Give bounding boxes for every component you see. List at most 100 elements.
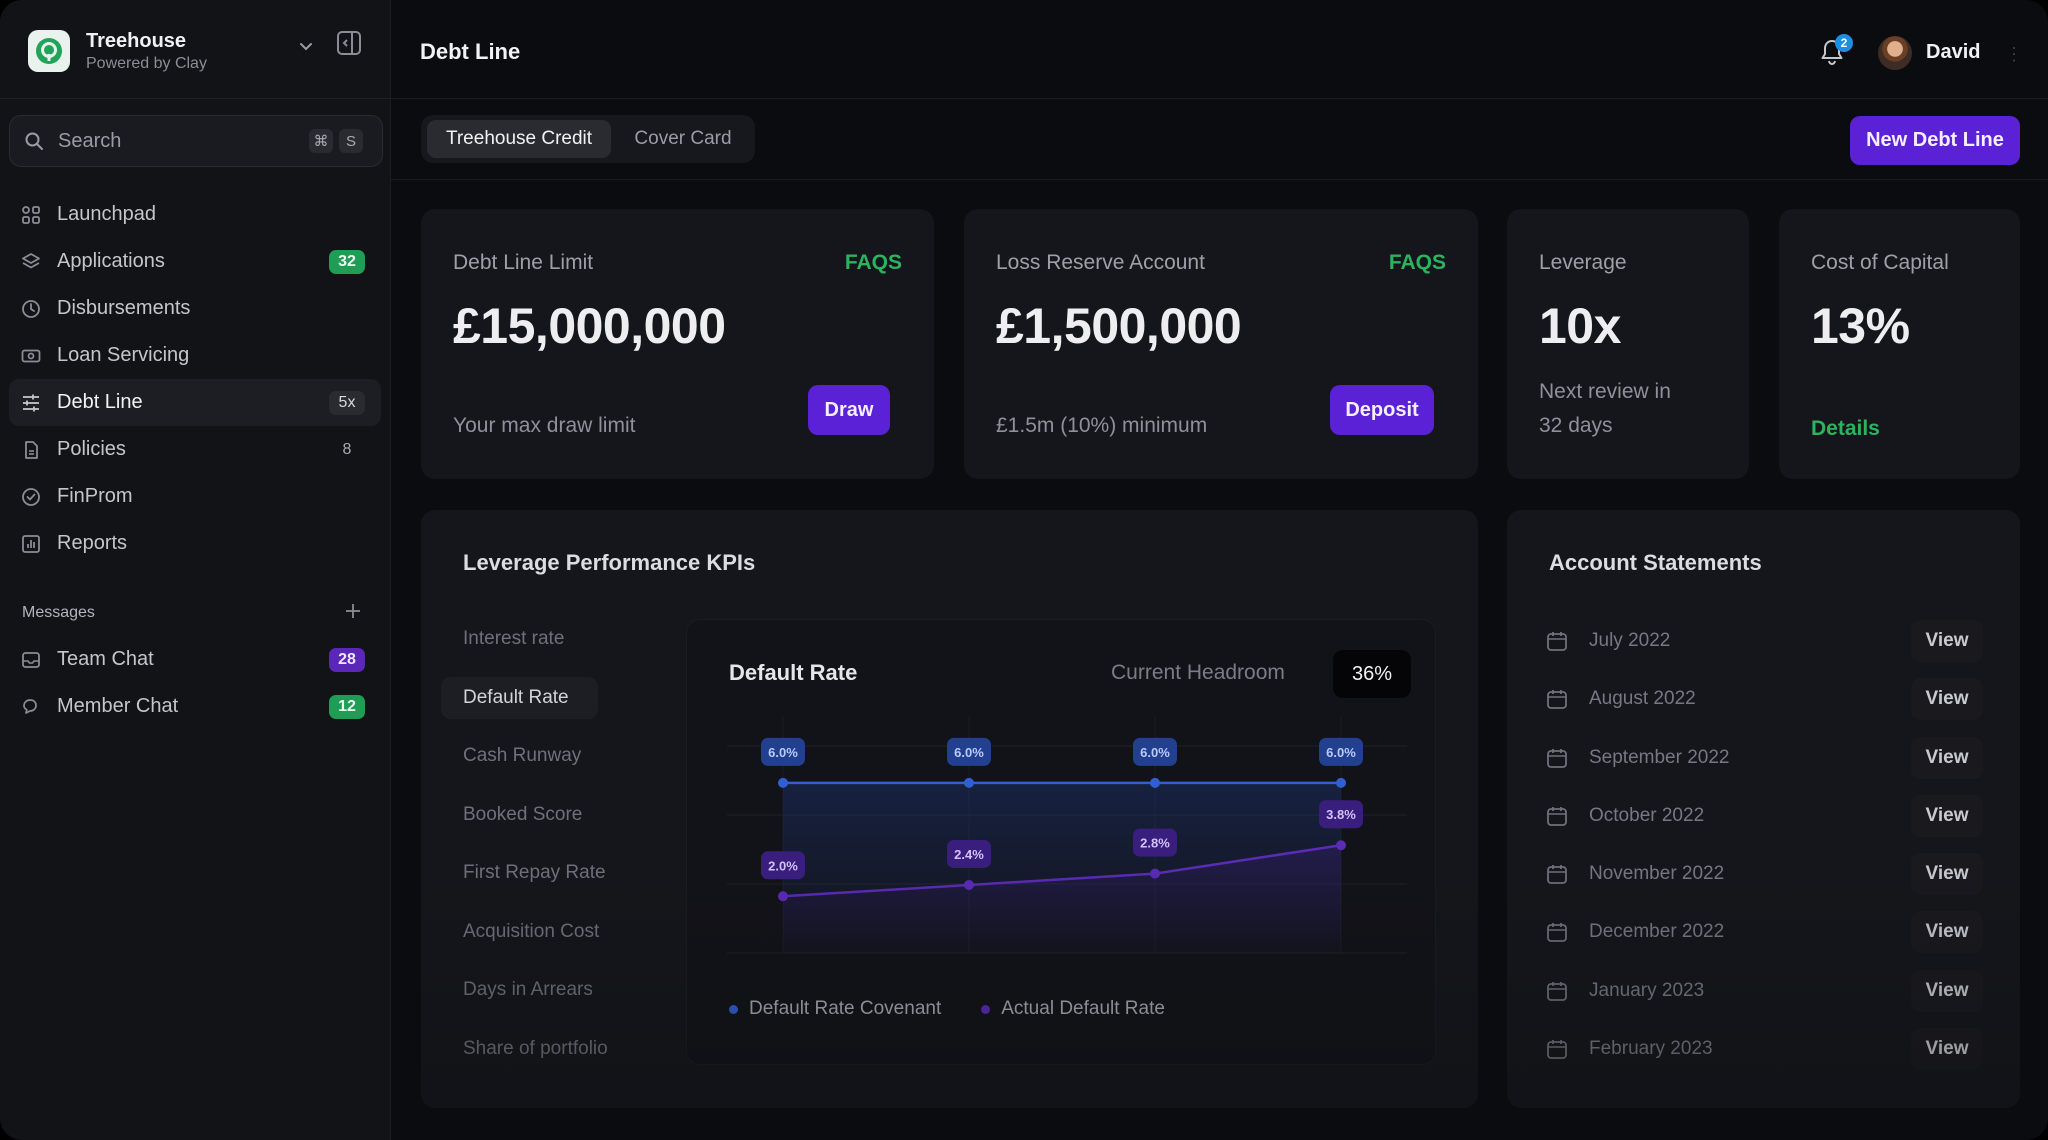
avatar[interactable] [1878, 36, 1912, 70]
details-link[interactable]: Details [1811, 417, 1880, 440]
count-badge: 8 [342, 441, 352, 458]
sliders-icon [23, 394, 39, 412]
sidebar-item-launchpad[interactable]: Launchpad [9, 191, 381, 238]
data-point [778, 891, 788, 902]
view-statement-button[interactable]: View [1911, 969, 1983, 1012]
draw-button[interactable]: Draw [808, 385, 890, 435]
count-badge: 5x [329, 391, 365, 415]
data-label-bg [761, 737, 805, 766]
tab-cover-card[interactable]: Cover Card [634, 128, 732, 149]
data-label: 2.0% [768, 858, 798, 873]
sidebar-item-team-chat[interactable]: Team Chat 28 [9, 636, 381, 683]
legend-swatch [729, 1004, 738, 1014]
view-statement-button[interactable]: View [1911, 620, 1983, 662]
headroom-value: 36% [1333, 650, 1411, 698]
sidebar-item-loan-servicing[interactable]: Loan Servicing [9, 332, 381, 379]
kpi-item[interactable]: Days in Arrears [463, 979, 593, 1000]
view-statement-button[interactable]: View [1911, 853, 1983, 896]
faqs-link[interactable]: FAQS [1388, 251, 1446, 274]
view-statement-button[interactable]: View [1911, 911, 1983, 954]
data-label: 2.8% [1140, 836, 1170, 851]
sidebar-item-disbursements[interactable]: Disbursements [9, 285, 381, 332]
main-nav: Launchpad Applications 32 Disbursements [9, 191, 381, 567]
sidebar-item-finprom[interactable]: FinProm [9, 473, 381, 520]
user-name[interactable]: David [1926, 41, 1981, 63]
card-value: 10x [1539, 298, 1621, 354]
card-label: Leverage [1539, 251, 1627, 274]
chart-title: Default Rate [729, 660, 858, 685]
tab-treehouse-credit[interactable]: Treehouse Credit [427, 120, 611, 158]
sidebar-item-reports[interactable]: Reports [9, 520, 381, 567]
debt-line-limit-card: Debt Line Limit FAQS £15,000,000 Your ma… [421, 209, 934, 479]
statement-row: February 2023 View [1527, 1026, 1997, 1084]
view-statement-button[interactable]: View [1911, 1028, 1983, 1071]
sidebar-item-label: Reports [57, 532, 128, 554]
data-point [964, 879, 974, 890]
check-circle-icon [22, 488, 40, 506]
card-footnote: Your max draw limit [453, 414, 636, 437]
page-title: Debt Line [420, 39, 521, 64]
data-point [1150, 868, 1160, 879]
layers-icon [22, 253, 40, 269]
command-key-icon: ⌘ [309, 129, 333, 153]
default-rate-chart: 6.0% 6.0% 6.0% 6.0% 2.0% 2.4% 2.8% 3.8% [727, 716, 1407, 954]
sidebar: Treehouse Powered by Clay Search ⌘ S [0, 0, 391, 1140]
calendar-icon [1547, 632, 1567, 651]
kpi-item[interactable]: Cash Runway [463, 745, 582, 766]
calendar-icon [1547, 748, 1567, 768]
banknote-icon [21, 349, 41, 363]
data-point [1150, 777, 1160, 788]
more-icon[interactable]: ⋮ [2005, 44, 2023, 64]
messages-heading: Messages [22, 604, 95, 621]
toolbar: Treehouse Credit Cover Card New Debt Lin… [391, 99, 2048, 180]
workspace-switcher[interactable]: Treehouse Powered by Clay [28, 28, 362, 76]
data-point [1336, 840, 1346, 851]
chevron-down-icon[interactable] [296, 36, 316, 56]
calendar-icon [1547, 806, 1567, 826]
card-label: Loss Reserve Account [996, 251, 1205, 274]
calendar-icon [1547, 923, 1567, 943]
deposit-button[interactable]: Deposit [1330, 385, 1434, 435]
data-label-bg [1133, 737, 1177, 766]
sidebar-item-debt-line[interactable]: Debt Line 5x [9, 379, 381, 426]
kpi-item[interactable]: Interest rate [463, 628, 565, 649]
view-statement-button[interactable]: View [1911, 678, 1983, 721]
chat-icon [23, 699, 37, 714]
sidebar-item-label: Policies [57, 438, 126, 460]
search-box[interactable]: Search ⌘ S [9, 115, 383, 167]
add-icon[interactable] [344, 602, 362, 620]
data-label: 3.8% [1326, 807, 1356, 822]
view-statement-button[interactable]: View [1911, 736, 1983, 779]
sidebar-item-label: Member Chat [57, 695, 179, 717]
statement-row: January 2023 View [1527, 968, 1997, 1026]
kpi-item[interactable]: Acquisition Cost [463, 920, 600, 942]
data-label: 6.0% [768, 745, 798, 760]
kpi-item[interactable]: Booked Score [463, 803, 583, 825]
clock-icon [22, 300, 40, 318]
data-label: 6.0% [954, 745, 984, 760]
count-badge: 32 [329, 250, 365, 274]
sidebar-item-applications[interactable]: Applications 32 [9, 238, 381, 285]
kpi-item[interactable]: First Repay Rate [463, 862, 606, 883]
calendar-icon [1547, 865, 1567, 885]
data-label-bg [947, 737, 991, 766]
data-point [964, 777, 974, 788]
legend-label: Actual Default Rate [1001, 998, 1165, 1019]
sidebar-item-member-chat[interactable]: Member Chat 12 [9, 683, 381, 730]
statement-month: February 2023 [1589, 1038, 1713, 1060]
sidebar-item-policies[interactable]: Policies 8 [9, 426, 381, 473]
card-label: Debt Line Limit [453, 251, 594, 274]
sidebar-item-label: FinProm [57, 485, 133, 507]
data-label-bg [761, 851, 805, 880]
card-value: 13% [1811, 298, 1910, 354]
view-statement-button[interactable]: View [1911, 794, 1983, 837]
collapse-sidebar-icon[interactable] [336, 30, 362, 56]
kpi-item[interactable]: Share of portfolio [463, 1037, 608, 1059]
calendar-icon [1547, 690, 1567, 710]
data-label-bg [947, 839, 991, 868]
new-debt-line-button[interactable]: New Debt Line [1850, 116, 2020, 165]
review-line-2: 32 days [1539, 414, 1613, 437]
search-placeholder: Search [58, 130, 122, 152]
kpi-item-active[interactable]: Default Rate [441, 676, 598, 719]
faqs-link[interactable]: FAQS [844, 251, 902, 274]
